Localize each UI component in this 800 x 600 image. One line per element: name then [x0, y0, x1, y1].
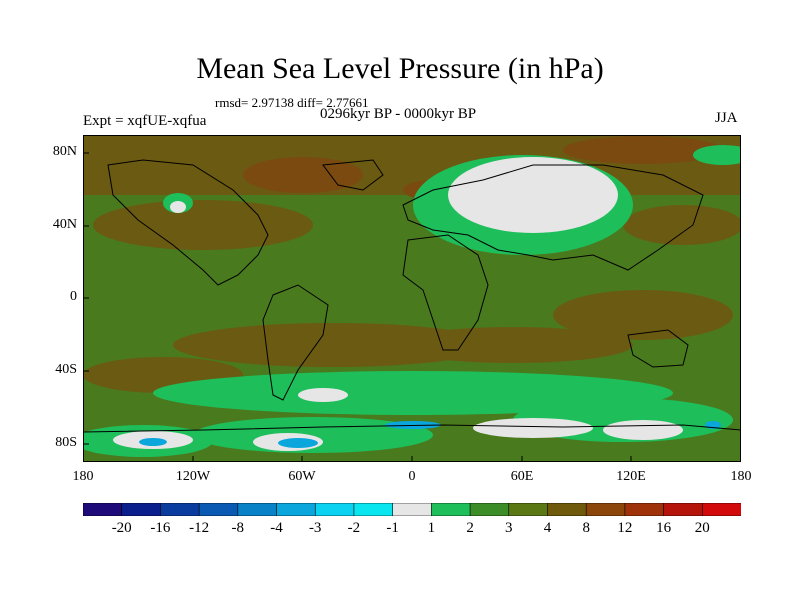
lat-label-40n: 40N: [52, 217, 77, 232]
lat-label-40s: 40S: [55, 362, 77, 377]
colorbar-swatch-6: [314, 503, 355, 516]
colorbar-label: -16: [150, 520, 171, 536]
season-label: JJA: [715, 110, 738, 126]
lon-label-120w: 120W: [175, 469, 211, 484]
colorbar-swatch-14: [624, 503, 665, 516]
colorbar-label: -3: [308, 520, 322, 536]
colorbar-swatch-9: [431, 503, 471, 516]
lat-label-0: 0: [70, 289, 77, 304]
axis-ticks: [83, 152, 632, 462]
colorbar-swatch-0: [83, 503, 123, 516]
colorbar-swatch-13: [585, 503, 626, 516]
colorbar-label: -4: [270, 520, 283, 536]
colorbar-swatch-12: [547, 503, 587, 516]
colorbar-label: -12: [189, 520, 210, 536]
colorbar-swatch-7: [353, 503, 394, 516]
coastlines: [83, 159, 741, 433]
colorbar-swatch-2: [160, 503, 200, 516]
colorbar-swatch-1: [121, 503, 162, 516]
colorbar-label: 2: [466, 520, 474, 536]
lon-label-180-left: 180: [72, 469, 94, 484]
lon-label-60w: 60W: [288, 469, 316, 484]
lon-label-120e: 120E: [616, 469, 646, 484]
lon-label-0: 0: [408, 469, 416, 484]
colorbar-swatch-4: [237, 503, 278, 516]
lon-label-180-right: 180: [730, 469, 752, 484]
rmsd-diff-stats: rmsd= 2.97138 diff= 2.77661: [215, 95, 369, 110]
colorbar-label: 8: [582, 520, 590, 536]
lat-label-80n: 80N: [52, 144, 77, 159]
map-title: Mean Sea Level Pressure (in hPa): [196, 52, 604, 85]
colorbar-label: -20: [111, 520, 132, 536]
lon-label-60e: 60E: [510, 469, 534, 484]
colorbar-swatch-11: [508, 503, 549, 516]
colorbar-swatch-10: [469, 503, 510, 516]
colorbar-swatch-15: [663, 503, 704, 516]
colorbar-label: 12: [617, 520, 633, 536]
time-period: 0296kyr BP - 0000kyr BP: [320, 106, 477, 122]
lat-label-80s: 80S: [55, 435, 77, 450]
experiment-label: Expt = xqfUE-xqfua: [83, 113, 207, 129]
colorbar-swatch-3: [198, 503, 239, 516]
colorbar-swatch-8: [392, 503, 433, 516]
pressure-anomaly-map: [83, 135, 741, 462]
colorbar-label: -2: [347, 520, 361, 536]
colorbar-label: 20: [694, 520, 710, 536]
colorbar-swatch-16: [701, 503, 741, 516]
colorbar-label: 16: [656, 520, 672, 536]
colorbar-label: -8: [231, 520, 245, 536]
colorbar-swatch-5: [276, 503, 317, 516]
colorbar-label: 1: [427, 520, 436, 536]
colorbar-label: 3: [505, 520, 513, 536]
colorbar: [83, 503, 741, 516]
colorbar-label: 4: [543, 520, 552, 536]
near-zero-regions: [113, 157, 683, 451]
colorbar-label: -1: [386, 520, 399, 536]
